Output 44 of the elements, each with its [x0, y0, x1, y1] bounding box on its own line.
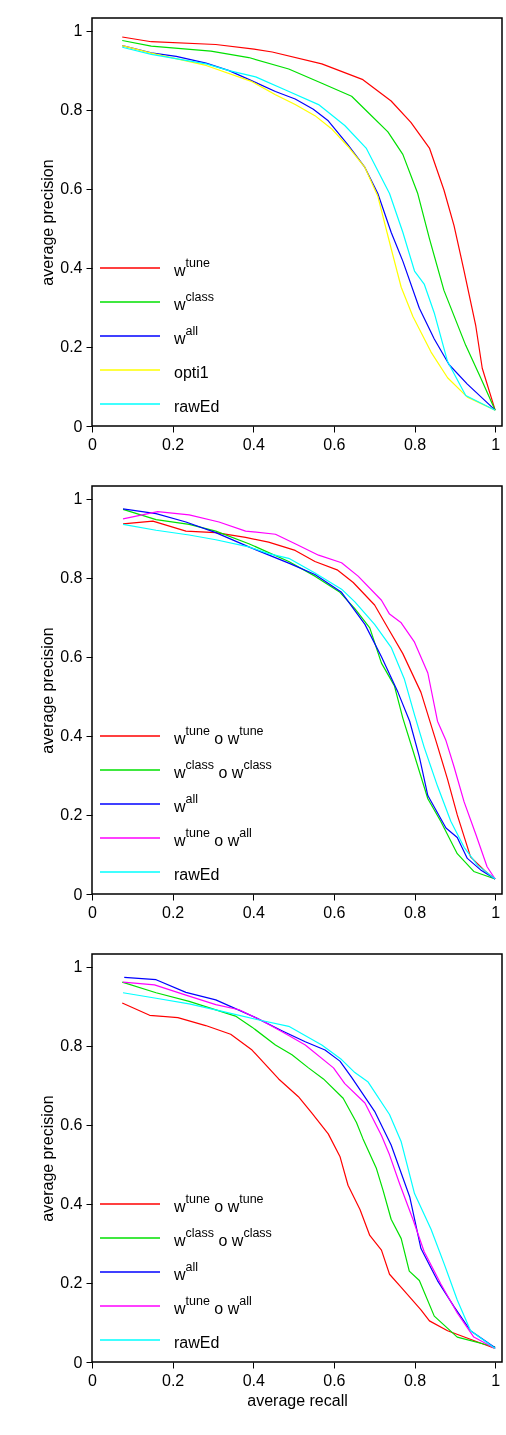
x-tick-label: 0.8	[403, 1371, 427, 1389]
y-tick-label: 0.8	[60, 101, 83, 119]
y-tick-label: 0	[73, 1353, 83, 1371]
y-tick-label: 0.2	[60, 338, 83, 356]
x-axis-title: average recall	[247, 1391, 348, 1409]
y-tick-label: 0.8	[60, 569, 83, 587]
y-tick-label: 0.4	[60, 259, 83, 277]
x-tick-label: 0.4	[242, 903, 265, 921]
y-axis-title: average precision	[39, 1095, 57, 1222]
y-tick-label: 1	[73, 958, 83, 976]
y-tick-label: 0.2	[60, 1274, 83, 1292]
x-tick-label: 0	[88, 1371, 98, 1389]
y-tick-label: 0.8	[60, 1037, 83, 1055]
y-tick-label: 0.4	[60, 1195, 83, 1213]
x-tick-label: 0.2	[162, 1371, 185, 1389]
y-tick-label: 1	[73, 490, 83, 508]
x-tick-label: 0	[88, 435, 98, 453]
y-tick-label: 1	[73, 22, 83, 40]
x-tick-label: 0.2	[162, 435, 185, 453]
y-tick-label: 0	[73, 885, 83, 903]
x-tick-label: 0	[88, 903, 98, 921]
x-tick-label: 0.8	[403, 903, 427, 921]
x-tick-label: 0.8	[403, 435, 427, 453]
legend-label: rawEd	[174, 398, 220, 415]
x-tick-label: 0.6	[323, 903, 346, 921]
y-axis-title: average precision	[39, 159, 57, 286]
x-tick-label: 0.4	[242, 1371, 265, 1389]
y-tick-label: 0	[73, 417, 83, 435]
legend-label: rawEd	[174, 866, 220, 883]
y-tick-label: 0.6	[60, 1116, 83, 1134]
x-tick-label: 0.2	[162, 903, 185, 921]
y-tick-label: 0.6	[60, 180, 83, 198]
legend-label: rawEd	[174, 1334, 220, 1351]
y-axis-title: average precision	[39, 627, 57, 754]
x-tick-label: 1	[491, 1371, 501, 1389]
x-tick-label: 1	[491, 435, 501, 453]
x-tick-label: 0.4	[242, 435, 265, 453]
y-tick-label: 0.6	[60, 648, 83, 666]
x-tick-label: 0.6	[323, 435, 346, 453]
y-tick-label: 0.4	[60, 727, 83, 745]
y-tick-label: 0.2	[60, 806, 83, 824]
x-tick-label: 0.6	[323, 1371, 346, 1389]
legend-label: opti1	[174, 364, 209, 381]
x-tick-label: 1	[491, 903, 501, 921]
